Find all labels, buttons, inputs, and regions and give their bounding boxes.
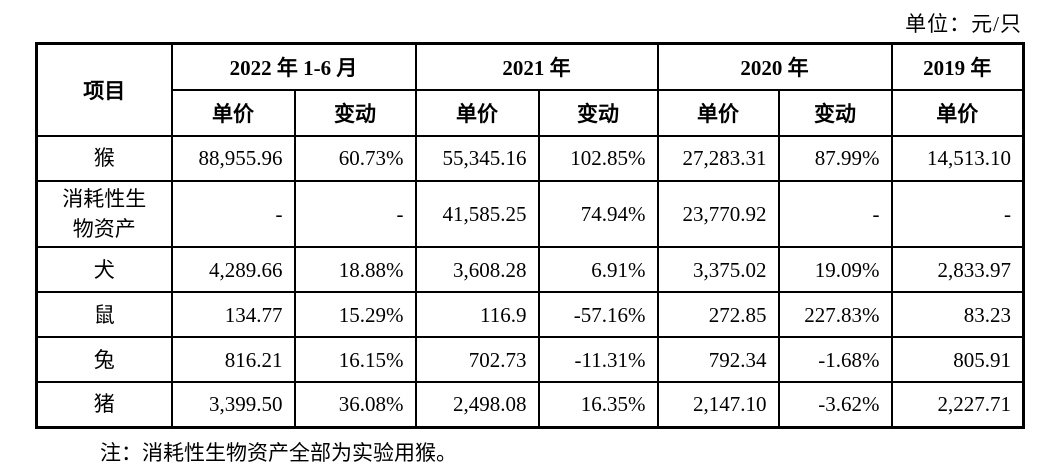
header-change-2021: 变动 (537, 88, 659, 137)
table-row: 鼠 134.77 15.29% 116.9 -57.16% 272.85 227.83% 83… (35, 291, 1025, 339)
cell-value: 227.83% (777, 291, 893, 339)
header-period-2022: 2022 年 1-6 月 (170, 42, 417, 91)
cell-value: - (293, 179, 417, 249)
period-header-row: 项目 2022 年 1-6 月 2021 年 2020 年 2019 年 (35, 42, 1025, 137)
table-header: 项目 2022 年 1-6 月 2021 年 2020 年 2019 年 单价 … (35, 42, 1025, 137)
header-item-column: 项目 (35, 42, 173, 137)
unit-label: 单位：元/只 (905, 12, 1022, 36)
header-period-2020: 2020 年 (656, 42, 893, 91)
row-item-label: 鼠 (35, 291, 173, 339)
header-period-2021: 2021 年 (414, 42, 659, 91)
header-unit-price-2022: 单价 (170, 88, 296, 137)
row-item-label: 猪 (35, 381, 173, 429)
header-change-2020: 变动 (777, 88, 893, 137)
cell-value: 55,345.16 (414, 134, 540, 182)
cell-value: 18.88% (293, 246, 417, 294)
header-change-2022: 变动 (293, 88, 417, 137)
cell-value: 83.23 (890, 291, 1025, 339)
cell-value: 87.99% (777, 134, 893, 182)
cell-value: 805.91 (890, 336, 1025, 384)
cell-value: 134.77 (170, 291, 296, 339)
row-item-label: 消耗性生物资产 (35, 179, 173, 249)
cell-value: 27,283.31 (656, 134, 780, 182)
header-unit-price-2019: 单价 (890, 88, 1025, 137)
cell-value: 88,955.96 (170, 134, 296, 182)
cell-value: 3,608.28 (414, 246, 540, 294)
cell-value: 792.34 (656, 336, 780, 384)
cell-value: 36.08% (293, 381, 417, 429)
cell-value: 4,289.66 (170, 246, 296, 294)
table-row: 消耗性生物资产 - -41,585.25 74.94% 23,770.92- - (35, 179, 1025, 249)
row-item-label: 犬 (35, 246, 173, 294)
cell-value: 3,375.02 (656, 246, 780, 294)
row-item-label: 兔 (35, 336, 173, 384)
cell-value: -11.31% (537, 336, 659, 384)
cell-value: - (777, 179, 893, 249)
cell-value: 816.21 (170, 336, 296, 384)
cell-value: 2,498.08 (414, 381, 540, 429)
table-row: 兔 816.21 16.15% 702.73 -11.31% 792.34 -1.68% 80… (35, 336, 1025, 384)
cell-value: - (890, 179, 1025, 249)
metric-header-row: 单价 变动 单价 变动 单价 变动 单价 (37, 88, 1025, 137)
header-unit-price-2021: 单价 (414, 88, 540, 137)
cell-value: 16.35% (537, 381, 659, 429)
cell-value: 272.85 (656, 291, 780, 339)
row-item-label: 猴 (35, 134, 173, 182)
cell-value: 2,147.10 (656, 381, 780, 429)
cell-value: 19.09% (777, 246, 893, 294)
cell-value: 116.9 (414, 291, 540, 339)
cell-value: 60.73% (293, 134, 417, 182)
footnote: 注：消耗性生物资产全部为实验用猴。 (100, 441, 457, 465)
cell-value: 23,770.92 (656, 179, 780, 249)
cell-value: 41,585.25 (414, 179, 540, 249)
table-row: 猪 3,399.50 36.08% 2,498.08 16.35% 2,147.10 -3.… (35, 381, 1025, 429)
cell-value: -57.16% (537, 291, 659, 339)
cell-value: 102.85% (537, 134, 659, 182)
animal-price-table: 项目 2022 年 1-6 月 2021 年 2020 年 2019 年 单价 … (35, 42, 1025, 429)
cell-value: 2,833.97 (890, 246, 1025, 294)
cell-value: 6.91% (537, 246, 659, 294)
cell-value: 702.73 (414, 336, 540, 384)
cell-value: 14,513.10 (890, 134, 1025, 182)
header-period-2019: 2019 年 (890, 42, 1025, 91)
header-unit-price-2020: 单价 (656, 88, 780, 137)
cell-value: 16.15% (293, 336, 417, 384)
cell-value: -3.62% (777, 381, 893, 429)
cell-value: 3,399.50 (170, 381, 296, 429)
table-row: 猴 88,955.96 60.73% 55,345.16 102.85% 27,283.3… (35, 134, 1025, 182)
cell-value: -1.68% (777, 336, 893, 384)
cell-value: - (170, 179, 296, 249)
cell-value: 2,227.71 (890, 381, 1025, 429)
table-body: 猴 88,955.96 60.73% 55,345.16 102.85% 27,283.3… (35, 134, 1025, 429)
cell-value: 15.29% (293, 291, 417, 339)
table-row: 犬 4,289.66 18.88% 3,608.28 6.91% 3,375.02 19.0… (35, 246, 1025, 294)
cell-value: 74.94% (537, 179, 659, 249)
